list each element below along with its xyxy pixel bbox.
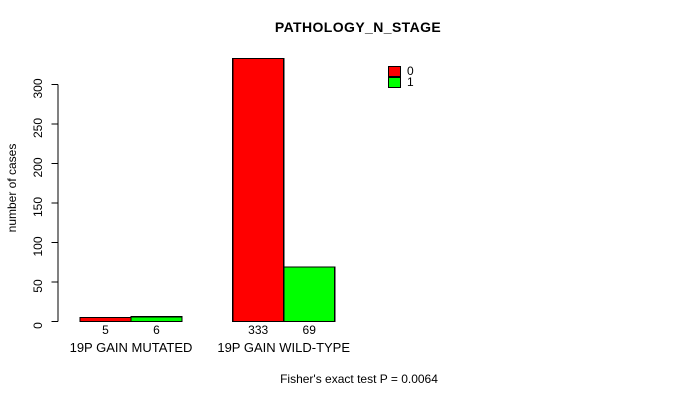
y-axis-tick-label: 50 xyxy=(31,279,45,293)
y-axis-tick-label: 250 xyxy=(31,118,45,138)
legend-label-series1: 1 xyxy=(407,75,414,89)
legend: 0 1 xyxy=(388,64,414,89)
y-axis-label: number of cases xyxy=(5,143,19,233)
category-label: 19P GAIN MUTATED xyxy=(70,340,193,355)
legend-swatch-series1 xyxy=(388,77,401,88)
category-label: 19P GAIN WILD-TYPE xyxy=(217,340,350,355)
y-axis-tick-label: 200 xyxy=(31,157,45,177)
stat-test-note: Fisher's exact test P = 0.0064 xyxy=(280,372,438,386)
bar-value-label: 69 xyxy=(303,323,317,337)
bar-19p-gain-wild-type-series0 xyxy=(232,57,285,323)
bar-19p-gain-wild-type-series1 xyxy=(283,266,336,323)
bar-value-label: 333 xyxy=(248,323,268,337)
chart-title: PATHOLOGY_N_STAGE xyxy=(274,19,442,35)
y-axis-tick-label: 300 xyxy=(31,78,45,98)
y-axis-tick-label: 100 xyxy=(31,236,45,256)
bar-19p-gain-mutated-series1 xyxy=(130,316,183,323)
y-axis-tick-label: 0 xyxy=(31,322,45,329)
bar-value-label: 6 xyxy=(153,323,160,337)
legend-item-1: 1 xyxy=(388,75,414,89)
bar-value-label: 5 xyxy=(102,323,109,337)
y-axis-tick-label: 150 xyxy=(31,197,45,217)
legend-label-series0: 0 xyxy=(407,64,414,78)
legend-item-0: 0 xyxy=(388,64,414,78)
bar-19p-gain-mutated-series0 xyxy=(79,316,132,323)
legend-swatch-series0 xyxy=(388,66,401,77)
